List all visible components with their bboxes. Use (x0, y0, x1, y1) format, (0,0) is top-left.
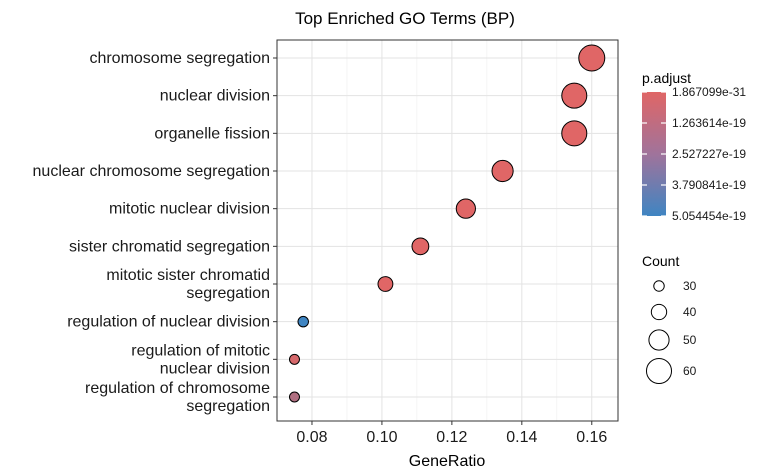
x-axis-label: GeneRatio (409, 453, 486, 470)
count-legend-title: Count (642, 253, 679, 269)
p-adjust-legend-title: p.adjust (642, 70, 691, 86)
y-tick-label: regulation of mitotic nuclear division (131, 342, 270, 377)
data-point (578, 44, 606, 72)
count-legend-key (653, 280, 665, 292)
data-point (491, 159, 514, 183)
count-legend: Count 30 40 50 60 (642, 253, 697, 385)
p-adjust-legend-label: 1.867099e-31 (672, 85, 746, 99)
count-legend-label: 40 (683, 305, 697, 319)
y-tick-label: mitotic sister chromatid segregation (106, 267, 270, 302)
y-tick-label: organelle fission (154, 125, 270, 142)
plot-border (276, 39, 619, 422)
count-legend-key (648, 329, 670, 351)
y-tick-label: sister chromatid segregation (69, 238, 270, 255)
p-adjust-legend-label: 2.527227e-19 (672, 147, 746, 161)
x-tick-label: 0.14 (506, 429, 537, 446)
data-point (561, 82, 588, 109)
data-point (288, 353, 300, 365)
plot-panel (276, 39, 619, 422)
x-axis-tick-labels: 0.08 0.10 0.12 0.14 0.16 (296, 421, 607, 446)
y-tick-label: regulation of nuclear division (67, 314, 270, 331)
y-tick-label: regulation of chromosome segregation (85, 380, 270, 415)
count-legend-label: 60 (683, 364, 697, 378)
count-legend-key (645, 357, 673, 385)
x-tick-label: 0.16 (576, 429, 607, 446)
chart-title: Top Enriched GO Terms (BP) (295, 9, 515, 28)
x-tick-label: 0.12 (436, 429, 467, 446)
x-tick-label: 0.08 (296, 429, 327, 446)
y-tick-label: chromosome segregation (89, 50, 270, 67)
p-adjust-legend-label: 5.054454e-19 (672, 209, 746, 223)
p-adjust-legend: p.adjust 1.867099e-31 1.263614e-19 2.52722… (642, 70, 746, 223)
x-tick-label: 0.10 (366, 429, 397, 446)
count-legend-label: 50 (683, 333, 697, 347)
y-axis-tick-labels: chromosome segregation nuclear division or… (33, 50, 277, 415)
count-legend-key (650, 303, 668, 321)
y-tick-label: mitotic nuclear division (109, 201, 270, 218)
data-point (377, 276, 394, 292)
p-adjust-legend-label: 1.263614e-19 (672, 116, 746, 130)
data-point (297, 315, 309, 328)
p-adjust-legend-label: 3.790841e-19 (672, 178, 746, 192)
data-point (455, 198, 476, 219)
y-tick-label: nuclear division (160, 88, 270, 105)
count-legend-label: 30 (683, 279, 697, 293)
data-point (288, 391, 300, 403)
y-tick-label: nuclear chromosome segregation (33, 163, 270, 180)
data-point (561, 120, 588, 147)
data-point (411, 237, 430, 256)
